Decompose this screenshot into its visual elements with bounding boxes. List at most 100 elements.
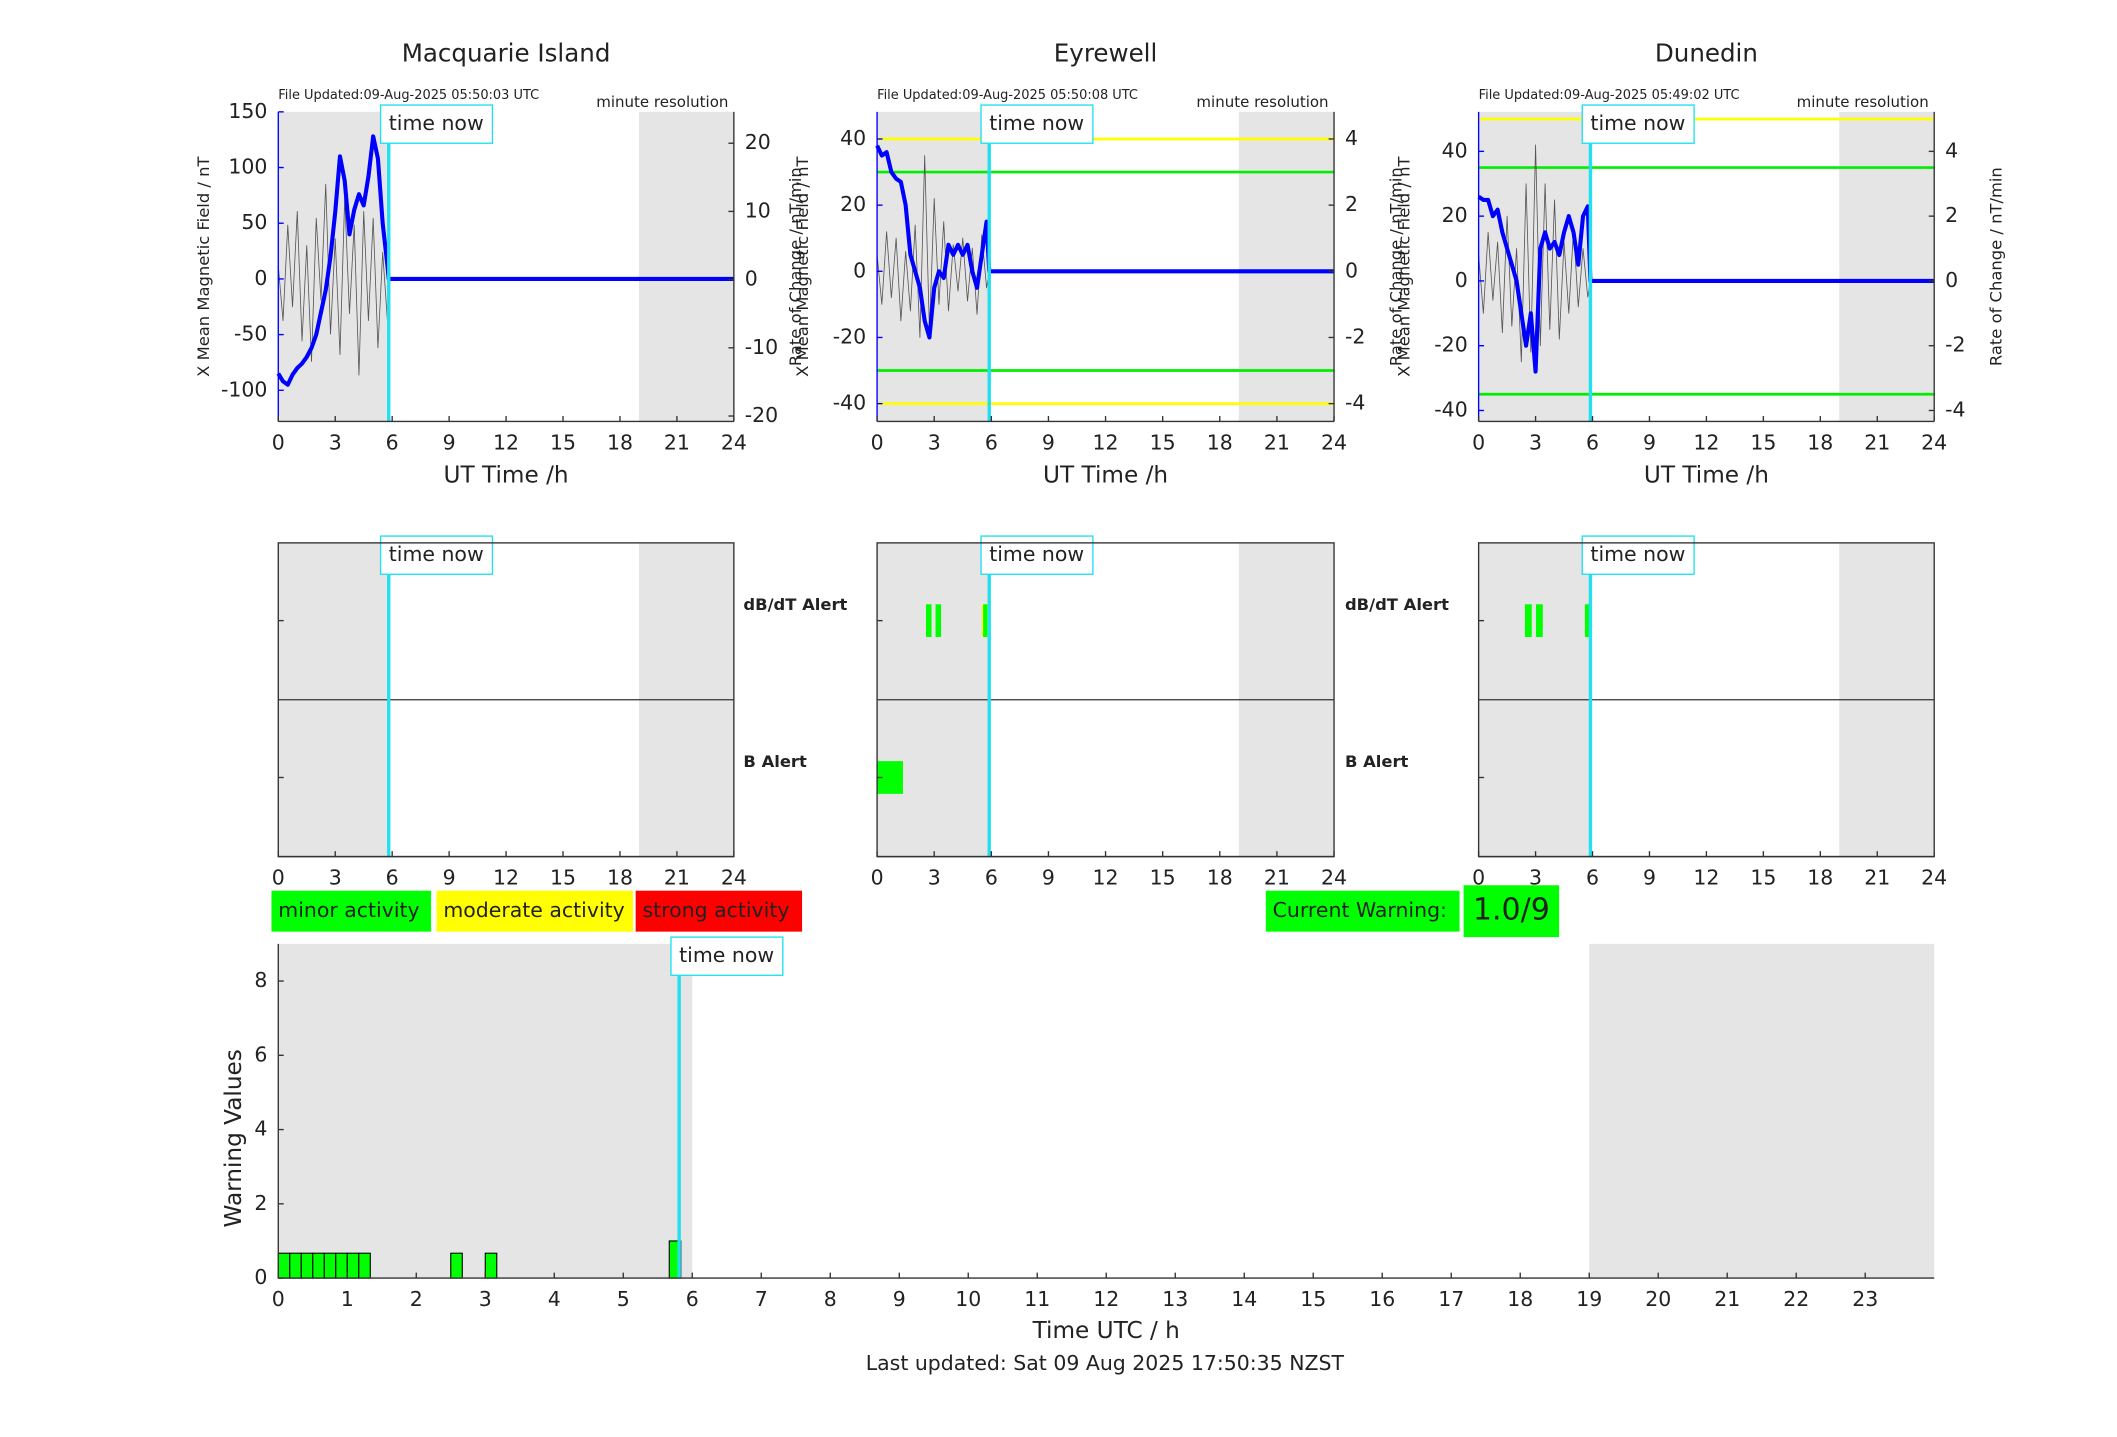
y-axis-label: X Mean Magnetic Field / nT xyxy=(793,155,812,376)
y-tick-label: 100 xyxy=(228,155,267,179)
x-tick-label: 10 xyxy=(955,1287,981,1311)
legend-swatch xyxy=(271,890,432,932)
x-tick-label: 9 xyxy=(443,430,456,454)
x-tick-label: 22 xyxy=(1783,1287,1809,1311)
time-now-label: time now xyxy=(389,111,484,135)
x-tick-label: 6 xyxy=(985,430,998,454)
resolution: minute resolution xyxy=(1797,93,1929,111)
x-tick-label: 12 xyxy=(493,430,519,454)
y2-tick-label: -10 xyxy=(745,335,778,359)
y-tick-label: 0 xyxy=(254,266,267,290)
file-updated: File Updated:09-Aug-2025 05:49:02 UTC xyxy=(1479,88,1740,103)
resolution: minute resolution xyxy=(1196,93,1328,111)
y-axis-label: X Mean Magnetic Field / nT xyxy=(194,155,213,376)
x-tick-label: 24 xyxy=(721,430,747,454)
x-tick-label: 0 xyxy=(272,430,285,454)
bar xyxy=(358,1252,371,1279)
time-now-box xyxy=(670,936,784,976)
x-tick-label: 6 xyxy=(1586,865,1599,889)
y2-axis-label: Rate of Change / nT/min xyxy=(786,167,805,366)
warning-value-box xyxy=(1463,885,1560,938)
y-tick-label: -20 xyxy=(1434,333,1467,357)
x-tick-label: 24 xyxy=(1921,430,1947,454)
x-tick-label: 15 xyxy=(1750,430,1776,454)
y-tick-label: -40 xyxy=(1434,397,1467,421)
warning-box xyxy=(1265,890,1460,932)
alert-label: B Alert xyxy=(1345,752,1409,771)
x-tick-label: 24 xyxy=(1321,430,1347,454)
y2-tick-label: 20 xyxy=(745,130,771,154)
x-tick-label: 3 xyxy=(928,430,941,454)
x-tick-label: 3 xyxy=(329,865,342,889)
y-tick-label: 6 xyxy=(254,1042,267,1066)
alert-mark xyxy=(1584,604,1591,637)
x-tick-label: 9 xyxy=(1643,430,1656,454)
y-axis-label: X Mean Magnetic Field / nT xyxy=(1394,155,1413,376)
shaded-region xyxy=(1839,111,1935,422)
y-tick-label: 50 xyxy=(241,210,267,234)
x-tick-label: 3 xyxy=(479,1287,492,1311)
y-tick-label: 40 xyxy=(840,126,866,150)
time-now-label: time now xyxy=(989,542,1084,566)
y2-tick-label: -4 xyxy=(1345,391,1365,415)
y2-tick-label: -2 xyxy=(1345,324,1365,348)
bar xyxy=(484,1252,498,1279)
y2-tick-label: 4 xyxy=(1945,138,1958,162)
rate-line xyxy=(1478,144,1935,363)
time-now-label: time now xyxy=(679,943,774,967)
y-tick-label: 40 xyxy=(1442,138,1468,162)
y2-tick-label: 0 xyxy=(1945,268,1958,292)
x-tick-label: 12 xyxy=(493,865,519,889)
y-tick-label: 8 xyxy=(254,968,267,992)
x-tick-label: 11 xyxy=(1024,1287,1050,1311)
x-tick-label: 12 xyxy=(1093,430,1119,454)
file-updated: File Updated:09-Aug-2025 05:50:03 UTC xyxy=(278,88,539,103)
x-axis-label: UT Time /h xyxy=(444,462,569,489)
x-tick-label: 21 xyxy=(664,430,690,454)
alert-mark xyxy=(1524,604,1532,637)
y2-tick-label: 0 xyxy=(745,267,758,291)
y-tick-label: 150 xyxy=(228,99,267,123)
x-tick-label: 15 xyxy=(1300,1287,1326,1311)
warning-value: 1.0/9 xyxy=(1473,893,1550,928)
y2-tick-label: 4 xyxy=(1345,126,1358,150)
x-tick-label: 23 xyxy=(1852,1287,1878,1311)
y-axis-label: Warning Values xyxy=(220,1049,247,1227)
y-tick-label: 4 xyxy=(254,1117,267,1141)
y2-axis-label: Rate of Change / nT/min xyxy=(1986,167,2005,366)
time-now-label: time now xyxy=(389,542,484,566)
x-tick-label: 18 xyxy=(1807,430,1833,454)
x-tick-label: 0 xyxy=(871,865,884,889)
bar xyxy=(450,1252,463,1279)
x-tick-label: 15 xyxy=(1150,865,1176,889)
x-tick-label: 9 xyxy=(1042,430,1055,454)
x-tick-label: 6 xyxy=(386,865,399,889)
shaded-region xyxy=(1589,943,1935,1279)
y-tick-label: 0 xyxy=(853,258,866,282)
alert-mark xyxy=(1535,604,1543,637)
time-now-label: time now xyxy=(989,111,1084,135)
y-tick-label: 20 xyxy=(1442,203,1468,227)
time-now-box xyxy=(980,104,1094,144)
alert-label: dB/dT Alert xyxy=(743,595,847,614)
footer: Last updated: Sat 09 Aug 2025 17:50:35 N… xyxy=(866,1351,1345,1375)
y-tick-label: -40 xyxy=(833,391,866,415)
y2-axis-label: Rate of Change / nT/min xyxy=(1386,167,1405,366)
x-tick-label: 21 xyxy=(1264,865,1290,889)
x-tick-label: 24 xyxy=(1921,865,1947,889)
bar xyxy=(300,1252,314,1279)
file-updated: File Updated:09-Aug-2025 05:50:08 UTC xyxy=(877,88,1138,103)
y-tick-label: 0 xyxy=(1455,268,1468,292)
x-tick-label: 3 xyxy=(928,865,941,889)
time-now-box xyxy=(1581,104,1695,144)
y2-tick-label: -4 xyxy=(1945,397,1965,421)
x-tick-label: 9 xyxy=(893,1287,906,1311)
x-tick-label: 12 xyxy=(1093,865,1119,889)
legend-label: minor activity xyxy=(278,898,419,922)
y-tick-label: -20 xyxy=(833,324,866,348)
field-line xyxy=(1477,195,1935,374)
x-tick-label: 20 xyxy=(1645,1287,1671,1311)
resolution: minute resolution xyxy=(596,93,728,111)
x-tick-label: 0 xyxy=(871,430,884,454)
